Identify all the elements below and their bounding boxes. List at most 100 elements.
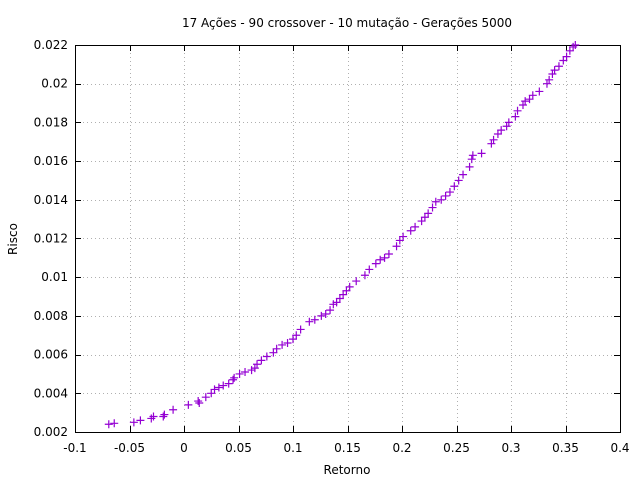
data-points: [104, 41, 580, 429]
data-point: [565, 46, 574, 55]
x-axis-label: Retorno: [324, 463, 371, 477]
data-point: [424, 209, 433, 218]
data-point: [342, 286, 351, 295]
data-point: [289, 335, 297, 344]
x-tick-label: 0.1: [283, 441, 302, 455]
data-point: [136, 416, 145, 425]
data-point: [392, 242, 401, 251]
data-point: [411, 222, 420, 231]
data-point: [224, 379, 233, 388]
data-point: [345, 282, 354, 291]
data-point: [321, 309, 330, 318]
x-tick-label: 0.2: [392, 441, 411, 455]
data-point: [554, 62, 563, 71]
data-point: [184, 400, 193, 409]
x-tick-label: 0.3: [501, 441, 520, 455]
data-point: [310, 315, 319, 324]
data-point: [332, 298, 341, 307]
data-point: [329, 300, 338, 309]
data-point: [339, 290, 348, 299]
data-point: [542, 79, 551, 88]
data-point: [169, 405, 178, 414]
data-point: [129, 418, 138, 427]
data-point: [352, 277, 361, 286]
data-point: [521, 97, 530, 106]
data-point: [467, 155, 476, 164]
y-tick-label: 0.016: [34, 154, 68, 168]
y-tick-label: 0.008: [34, 309, 68, 323]
data-point: [489, 135, 498, 144]
data-point: [525, 95, 534, 104]
y-tick-label: 0.01: [41, 270, 68, 284]
data-point: [380, 253, 389, 262]
data-point: [465, 162, 474, 171]
data-point: [459, 170, 468, 179]
data-point: [550, 66, 559, 75]
data-point: [210, 385, 219, 394]
data-point: [253, 360, 262, 369]
data-point: [502, 122, 511, 131]
chart-title: 17 Ações - 90 crossover - 10 mutação - G…: [182, 16, 512, 30]
data-point: [428, 203, 437, 212]
data-point: [406, 226, 415, 235]
data-point: [229, 375, 238, 384]
y-tick-label: 0.018: [34, 115, 68, 129]
data-point: [493, 130, 502, 139]
x-tick-label: -0.1: [63, 441, 86, 455]
data-point: [159, 412, 168, 421]
data-point: [104, 420, 113, 429]
data-point: [317, 311, 326, 320]
data-point: [160, 410, 169, 419]
grid-lines: [75, 45, 620, 432]
data-point: [504, 118, 513, 127]
data-point: [528, 91, 537, 100]
data-point: [497, 126, 506, 135]
data-point: [420, 213, 429, 222]
axis-ticks: -0.1 -0.05 0 0.05 0.1 0.15 0.2 0.25 0.3 0.35 0.4 0.…: [34, 38, 630, 455]
data-point: [445, 188, 454, 197]
data-point: [296, 325, 305, 334]
data-point: [201, 393, 210, 402]
data-point: [395, 236, 404, 245]
y-tick-label: 0.002: [34, 425, 68, 439]
data-point: [194, 397, 203, 406]
data-point: [571, 41, 580, 49]
data-point: [219, 381, 228, 390]
y-axis-label: Risco: [6, 223, 20, 255]
data-point: [376, 255, 385, 264]
data-point: [149, 412, 158, 421]
x-tick-label: 0.25: [443, 441, 470, 455]
x-tick-label: -0.05: [114, 441, 145, 455]
data-point: [487, 139, 496, 148]
data-point: [326, 306, 335, 315]
data-point: [468, 151, 477, 160]
data-point: [360, 271, 369, 280]
x-tick-label: 0.15: [334, 441, 361, 455]
data-point: [305, 317, 314, 326]
data-point: [559, 56, 568, 65]
data-point: [371, 259, 380, 268]
data-point: [272, 344, 281, 353]
data-point: [230, 373, 239, 382]
data-point: [283, 338, 292, 347]
data-point: [417, 217, 426, 226]
data-point: [513, 106, 522, 115]
x-tick-label: 0.05: [225, 441, 252, 455]
data-point: [269, 348, 278, 357]
y-tick-label: 0.02: [41, 77, 68, 91]
x-tick-label: 0: [180, 441, 188, 455]
data-point: [262, 352, 271, 361]
data-point: [292, 331, 301, 340]
y-tick-label: 0.012: [34, 232, 68, 246]
data-point: [335, 294, 344, 303]
data-point: [278, 340, 287, 349]
data-point: [477, 149, 486, 158]
y-tick-label: 0.006: [34, 348, 68, 362]
y-tick-label: 0.022: [34, 38, 68, 52]
data-point: [454, 176, 463, 185]
data-point: [365, 265, 374, 274]
x-tick-label: 0.4: [610, 441, 629, 455]
data-point: [441, 191, 450, 200]
data-point: [241, 368, 250, 377]
